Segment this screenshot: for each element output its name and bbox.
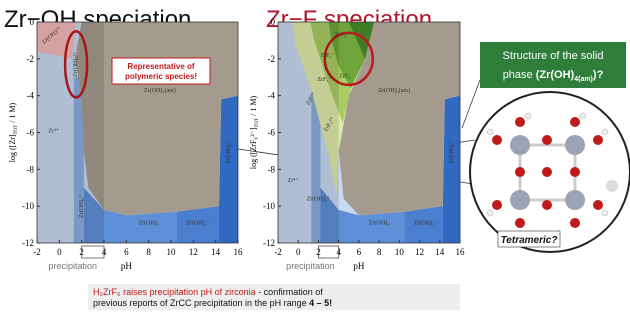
region-label: ZrF₅⁻ (320, 53, 334, 59)
y-tick-label: -2 (27, 54, 35, 64)
x-tick-label: 16 (456, 247, 466, 257)
region-label: ZrF₃⁺ (317, 76, 331, 83)
region-label: Zr(OH)₂²⁺ (72, 52, 79, 77)
y-tick-label: -8 (268, 164, 276, 174)
y-tick-label: -4 (268, 91, 276, 101)
x-axis-label: pH (353, 261, 365, 271)
formula-end: )? (593, 69, 604, 81)
y-tick-label: -6 (268, 128, 276, 138)
region-label: Zr(OH)₄(am) (144, 87, 176, 94)
x-tick-label: -2 (274, 247, 282, 257)
x-tick-label: 12 (189, 247, 198, 257)
callout-text: polymeric species! (125, 72, 197, 81)
x-tick-label: 6 (124, 247, 129, 257)
region-label: Zr⁴⁺ (288, 177, 299, 184)
y-tick-label: -12 (22, 238, 34, 248)
y-tick-label: -6 (27, 128, 35, 138)
y-label-main: log ([Zr] (8, 134, 17, 162)
y-tick-label: -10 (22, 201, 34, 211)
range: 4 – 5! (309, 298, 332, 308)
region-label: Zr(OH)₅⁻ (186, 220, 210, 227)
y-axis-label: log ([Zr]TOT / 1 M) (8, 102, 19, 162)
y-tick-label: -2 (268, 54, 276, 64)
structure-line1: Structure of the solid (503, 50, 604, 62)
precipitation-label: precipitation (286, 261, 335, 271)
x-tick-label: 10 (395, 247, 405, 257)
highlight: H₂ZrF₆ raises precipitation pH of zircon… (93, 287, 256, 297)
x-tick-label: 10 (167, 247, 177, 257)
y-label-main: log ([ZrF₆²⁻] (249, 127, 258, 169)
y-tick-label: -4 (27, 91, 35, 101)
x-tick-label: 14 (211, 247, 221, 257)
region-label: Zr(OH)₄(am) (378, 87, 410, 94)
tetrameric: Tetrameric? (501, 235, 558, 246)
x-tick-label: 14 (435, 247, 445, 257)
x-tick-label: 0 (296, 247, 301, 257)
region-label: Zr(OH)₅⁻ (414, 220, 438, 227)
region-label: ZrF₆²⁻ (335, 33, 351, 39)
region-label: Zr(OH)₆²⁻ (225, 138, 232, 163)
y-tick-label: -8 (27, 164, 35, 174)
region (219, 96, 238, 243)
y-tick-label: -12 (263, 238, 275, 248)
region-label: Zr(OH)₄ (138, 220, 158, 227)
region-label: Zr⁴⁺ (48, 128, 59, 135)
y-tick-label: 0 (30, 17, 35, 27)
y-axis-label: log ([ZrF₆²⁻]TOT / 1 M) (249, 96, 260, 170)
x-tick-label: 8 (146, 247, 151, 257)
precipitation-box (82, 246, 104, 258)
region-label: Zr(OH)₆²⁻ (448, 138, 455, 163)
y-label-end: / 1 M) (249, 96, 258, 118)
connector (462, 80, 480, 128)
x-tick-label: 8 (377, 247, 382, 257)
region-label: Zr(OH)₄ (369, 220, 389, 227)
region-label: Zr(OH)₃⁺ (307, 196, 331, 203)
figure: Zr−OH speciation Zr−F speciation Structu… (0, 0, 630, 312)
rest: - confirmation of (256, 287, 324, 297)
formula: (Zr(OH) (536, 69, 575, 81)
formula-sub: 4(am) (574, 76, 593, 83)
callout-text: Representative of (127, 62, 194, 71)
shade (37, 22, 104, 243)
y-label-sub: TOT (14, 125, 19, 135)
structure-text: phase (503, 69, 536, 81)
structure-box (480, 42, 626, 88)
y-label-end: / 1 M) (8, 102, 17, 124)
x-tick-label: -2 (33, 247, 41, 257)
y-tick-label: -10 (263, 201, 275, 211)
x-tick-label: 12 (415, 247, 424, 257)
conclusion-line2: previous reports of ZrCC precipitation i… (93, 298, 332, 308)
conclusion-line1: H₂ZrF₆ raises precipitation pH of zircon… (93, 287, 323, 297)
precipitation-label: precipitation (48, 261, 97, 271)
line2: previous reports of ZrCC precipitation i… (93, 298, 309, 308)
x-tick-label: 0 (57, 247, 62, 257)
y-label-sub: TOT (255, 118, 260, 128)
region (443, 96, 460, 243)
region-label: ZrF₄ (339, 73, 350, 79)
molecule (470, 92, 630, 252)
x-axis-label: pH (121, 261, 133, 271)
region-label: Zr(OH)₃⁺ (78, 194, 85, 218)
y-tick-label: 0 (271, 17, 276, 27)
x-tick-label: 6 (357, 247, 362, 257)
x-tick-label: 16 (234, 247, 244, 257)
